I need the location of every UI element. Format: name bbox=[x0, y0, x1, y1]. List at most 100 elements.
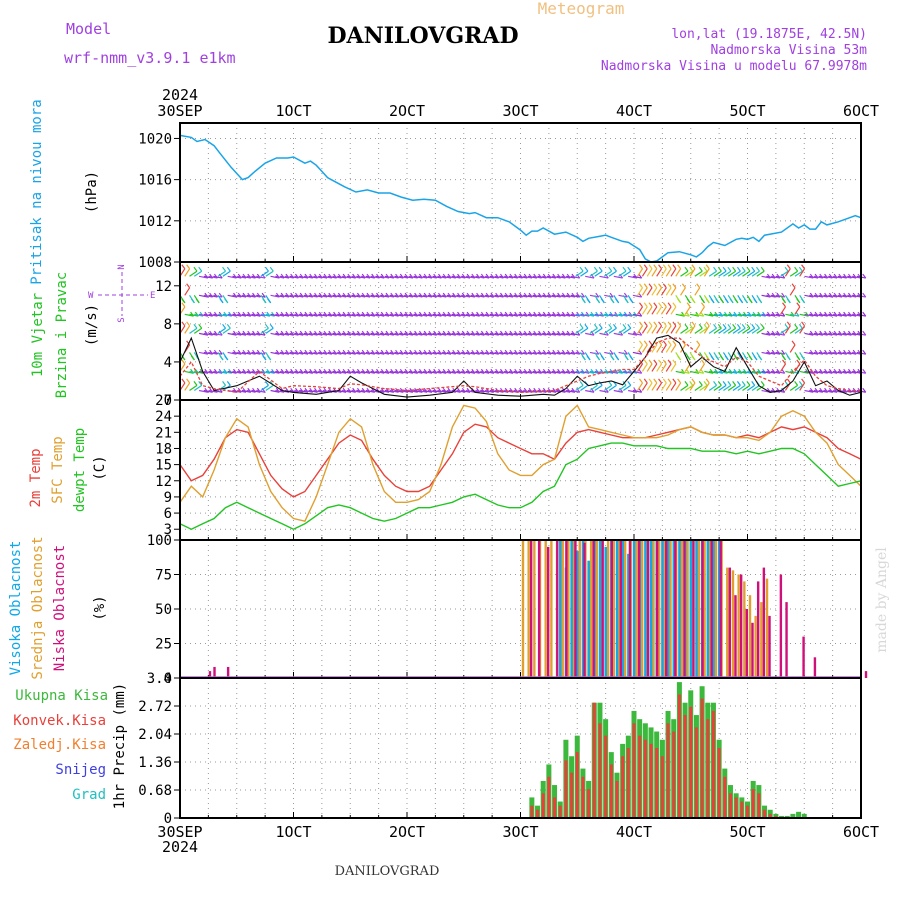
wind-barb bbox=[499, 294, 509, 298]
wind-barb bbox=[332, 332, 342, 336]
wind-barb-tick bbox=[796, 302, 801, 308]
wind-barb-tick bbox=[684, 381, 689, 386]
pressure-unit-label: (hPa) bbox=[84, 171, 100, 213]
precip-bar bbox=[570, 772, 574, 818]
wind-barb bbox=[613, 313, 623, 317]
wind-barb-tick bbox=[643, 340, 648, 346]
wind-barb bbox=[770, 370, 781, 374]
x-tick-top-0: 30SEP bbox=[157, 102, 202, 120]
wind-barb bbox=[847, 294, 857, 298]
wind-barb-tick bbox=[689, 323, 694, 329]
wind-barb bbox=[651, 382, 658, 391]
wind-barb bbox=[852, 351, 862, 355]
wind-barb bbox=[561, 294, 571, 298]
precip-bar bbox=[575, 752, 579, 818]
wind-barb bbox=[456, 370, 466, 374]
wind-barb bbox=[227, 332, 237, 336]
wind-barb bbox=[461, 370, 471, 374]
wind-barb bbox=[852, 332, 862, 336]
pressure-ytick-label: 1008 bbox=[138, 255, 172, 271]
wind-barb bbox=[351, 389, 361, 393]
wind-barb bbox=[475, 370, 485, 374]
cloud-bar bbox=[802, 636, 805, 678]
wind-barb bbox=[375, 275, 385, 279]
wind-barb bbox=[804, 275, 814, 279]
cloud-bar bbox=[680, 540, 684, 678]
wind-barb-tick bbox=[226, 323, 231, 329]
wind-barb bbox=[427, 294, 437, 298]
wind-barb bbox=[680, 287, 686, 296]
wind-barb bbox=[656, 363, 663, 372]
wind-barb bbox=[832, 275, 843, 279]
wind-barb bbox=[203, 294, 213, 298]
wind-barb bbox=[656, 382, 663, 391]
wind-barb bbox=[799, 382, 806, 391]
wind-barb bbox=[208, 313, 218, 317]
wind-barb bbox=[756, 313, 766, 317]
wind-barb bbox=[260, 370, 270, 374]
wind-barb bbox=[556, 351, 566, 355]
wind-barb bbox=[456, 332, 466, 336]
wind-barb-tick bbox=[629, 298, 634, 304]
wind-barb bbox=[489, 275, 499, 279]
wind-barb-tick bbox=[703, 381, 708, 386]
precip-bar bbox=[604, 735, 608, 818]
wind-barb-tick bbox=[186, 264, 191, 270]
wind-barb bbox=[570, 275, 580, 279]
wind-barb bbox=[241, 389, 251, 393]
wind-barb bbox=[804, 351, 814, 355]
wind-barb bbox=[785, 313, 795, 317]
wind-barb bbox=[513, 313, 523, 317]
precip-bar bbox=[598, 723, 602, 818]
wind-barb bbox=[327, 351, 337, 355]
wind-barb bbox=[627, 332, 638, 336]
precip-bar bbox=[547, 776, 551, 818]
wind-barb bbox=[594, 270, 603, 277]
wind-barb-tick bbox=[181, 302, 186, 308]
wind-barb bbox=[708, 327, 717, 334]
wind-barb-tick bbox=[662, 340, 667, 346]
wind-barb bbox=[589, 351, 599, 355]
wind-barb-tick bbox=[798, 266, 803, 272]
cloud-bar bbox=[734, 595, 737, 678]
wind-barb bbox=[542, 351, 552, 355]
wind-barb bbox=[480, 275, 490, 279]
x-tick-bottom-1: 1OCT bbox=[275, 823, 311, 841]
wind-barb-tick bbox=[624, 355, 629, 361]
wind-barb-tick bbox=[622, 323, 627, 329]
wind-barb-tick bbox=[798, 323, 803, 329]
wind-barb bbox=[842, 332, 852, 336]
wind-barb bbox=[184, 313, 194, 317]
wind-barb bbox=[484, 389, 495, 393]
wind-barb bbox=[475, 351, 485, 355]
wind-barb bbox=[375, 294, 385, 298]
wind-barb bbox=[299, 313, 309, 317]
wind-barb bbox=[189, 270, 198, 277]
wind-barb bbox=[570, 332, 580, 336]
wind-barb-tick bbox=[218, 292, 223, 298]
wind-barb-tick bbox=[581, 355, 586, 361]
wind-barb bbox=[484, 351, 495, 355]
wind-barb bbox=[265, 384, 274, 391]
wind-barb bbox=[703, 268, 710, 277]
wind-barb bbox=[518, 313, 528, 317]
wind-barb bbox=[322, 275, 332, 279]
wind-barb bbox=[699, 270, 708, 277]
cloud-bar bbox=[683, 540, 686, 678]
wind-barb bbox=[394, 313, 404, 317]
cloud-bar bbox=[589, 540, 593, 678]
wind-barb-tick bbox=[595, 349, 600, 355]
precip-panel: 0 0.68 1.36 2.04 2.72 3.4 bbox=[138, 671, 862, 827]
wind-barb bbox=[580, 384, 589, 391]
wind-barb bbox=[508, 313, 518, 317]
wind-barb bbox=[832, 294, 843, 298]
wind-barb-tick bbox=[696, 283, 701, 289]
wind-barb-tick bbox=[219, 355, 224, 361]
wind-barb-tick bbox=[264, 323, 269, 329]
wind-barb bbox=[542, 294, 552, 298]
wind-barb-tick bbox=[581, 292, 585, 298]
wind-barb bbox=[308, 370, 318, 374]
wind-barb bbox=[637, 306, 643, 315]
wind-barb bbox=[193, 270, 203, 277]
wind-barb bbox=[446, 275, 456, 279]
